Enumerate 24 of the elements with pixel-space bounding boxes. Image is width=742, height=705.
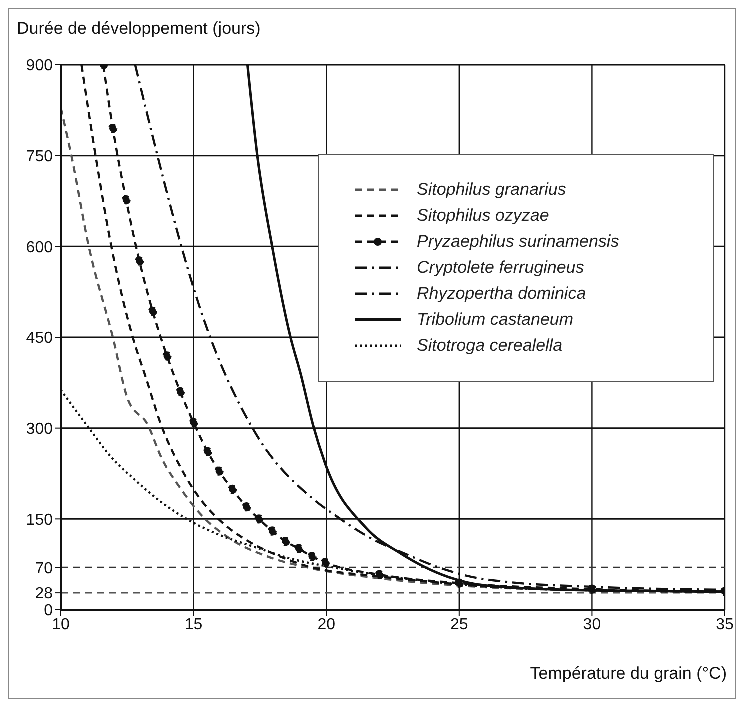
legend-label: Tribolium castaneum	[417, 310, 574, 330]
x-tick-label: 15	[184, 616, 203, 634]
y-tick-label: 28	[35, 586, 54, 603]
y-tick-label: 450	[26, 330, 54, 348]
y-tick-label: 70	[35, 560, 54, 578]
y-tick-label: 600	[26, 239, 54, 256]
x-tick-label: 10	[52, 616, 70, 634]
legend-label: Rhyzopertha dominica	[417, 284, 586, 304]
y-tick-label: 0	[44, 602, 54, 620]
y-tick-label: 900	[26, 58, 54, 75]
legend-label: Cryptolete ferrugineus	[417, 258, 584, 278]
y-tick-label: 150	[26, 512, 54, 529]
legend-label: Sitophilus ozyzae	[417, 206, 550, 226]
y-tick-label: 300	[26, 421, 54, 438]
legend-label: Sitophilus granarius	[417, 180, 566, 200]
x-tick-label: 35	[716, 616, 734, 634]
x-tick-label: 25	[450, 616, 468, 634]
x-tick-label: 30	[583, 616, 602, 634]
legend-label: Sitotroga cerealella	[417, 336, 563, 356]
y-tick-label: 750	[26, 148, 54, 166]
x-tick-label: 20	[318, 616, 336, 634]
legend-label: Pryzaephilus surinamensis	[417, 232, 620, 252]
x-axis-title: Température du grain (°C)	[530, 664, 727, 684]
y-axis-title: Durée de développement (jours)	[17, 19, 261, 39]
